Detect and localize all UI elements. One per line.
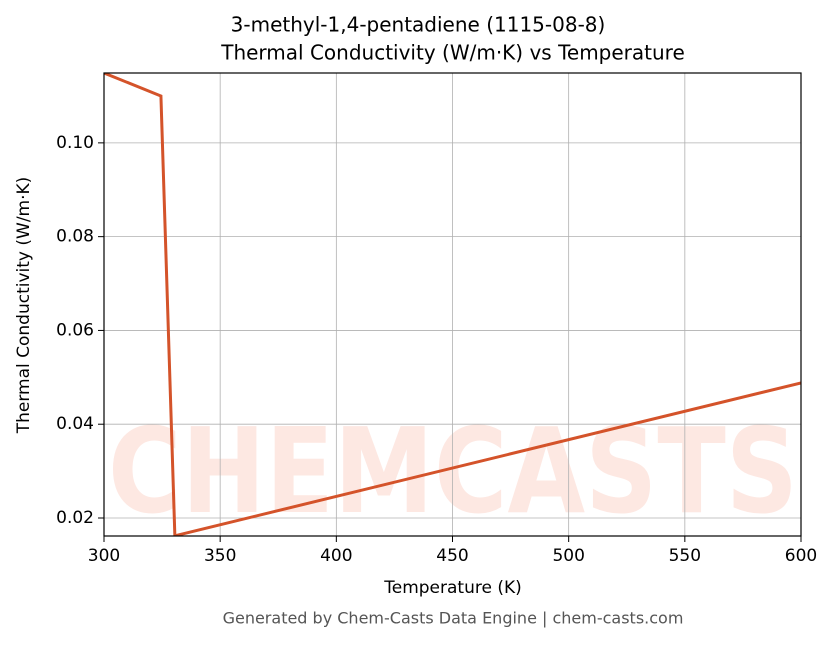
y-tick-label: 0.04 (56, 414, 94, 434)
x-tick-label: 600 (785, 546, 817, 566)
chart-title: 3-methyl-1,4-pentadiene (1115-08-8) (231, 13, 606, 37)
y-axis-label: Thermal Conductivity (W/m·K) (14, 177, 34, 435)
watermark: CHEMCASTS (108, 402, 798, 540)
plot-frame (103, 72, 802, 537)
x-tick-label: 550 (669, 546, 701, 566)
y-tick-label: 0.02 (56, 508, 94, 528)
data-line (104, 73, 801, 536)
x-tick-label: 350 (204, 546, 236, 566)
x-tick-label: 450 (436, 546, 468, 566)
footer: Generated by Chem-Casts Data Engine | ch… (223, 609, 684, 628)
y-tick-label: 0.10 (56, 133, 94, 153)
y-tick-label: 0.08 (56, 227, 94, 247)
x-axis-label: Temperature (K) (383, 578, 522, 598)
x-tick-label: 400 (320, 546, 352, 566)
y-tick-label: 0.06 (56, 320, 94, 340)
chart-subtitle: Thermal Conductivity (W/m·K) vs Temperat… (220, 41, 685, 65)
x-tick-label: 300 (88, 546, 120, 566)
x-tick-label: 500 (552, 546, 584, 566)
